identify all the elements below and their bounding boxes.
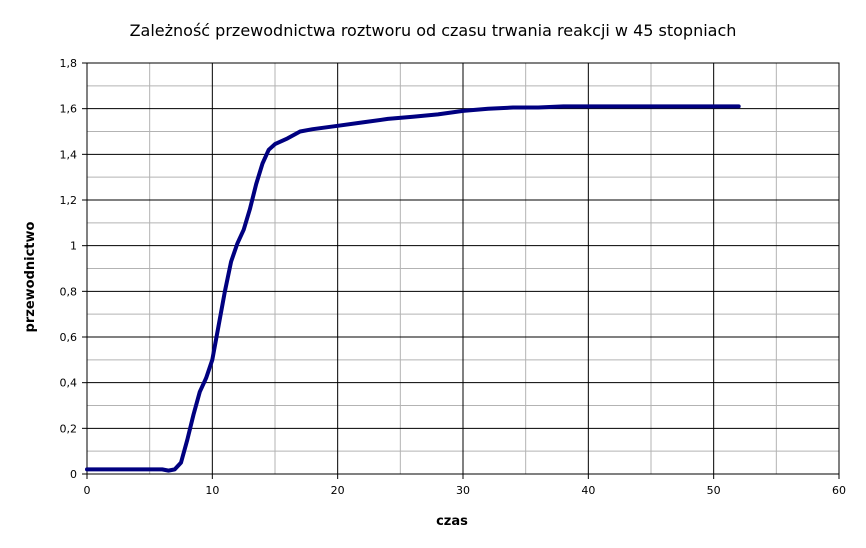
x-tick-label: 50 xyxy=(707,484,721,497)
x-tick-label: 60 xyxy=(832,484,846,497)
y-tick-label: 0,6 xyxy=(60,331,78,344)
grid xyxy=(86,62,840,475)
ticks: 0 10 20 30 40 50 60 0 0,2 0,4 0,6 0,8 1 1,2 1,4 1,6 1,8 xyxy=(60,57,847,497)
y-tick-label: 1,6 xyxy=(60,103,78,116)
y-tick-label: 0,4 xyxy=(60,377,78,390)
x-tick-label: 30 xyxy=(456,484,470,497)
y-tick-label: 1 xyxy=(70,240,77,253)
x-tick-label: 40 xyxy=(581,484,595,497)
series-line xyxy=(85,104,741,473)
y-tick-label: 1,2 xyxy=(60,194,78,207)
x-tick-label: 10 xyxy=(205,484,219,497)
x-tick-label: 0 xyxy=(84,484,91,497)
y-axis-label: przewodnictwo xyxy=(23,221,38,332)
x-axis-label: czas xyxy=(436,514,468,529)
y-tick-label: 0 xyxy=(70,468,77,481)
series-group xyxy=(85,104,741,473)
y-tick-label: 0,8 xyxy=(60,285,78,298)
y-tick-label: 0,2 xyxy=(60,422,78,435)
y-tick-label: 1,8 xyxy=(60,57,78,70)
chart-title: Zależność przewodnictwa roztworu od czas… xyxy=(130,21,737,40)
y-tick-label: 1,4 xyxy=(60,148,78,161)
x-tick-label: 20 xyxy=(331,484,345,497)
